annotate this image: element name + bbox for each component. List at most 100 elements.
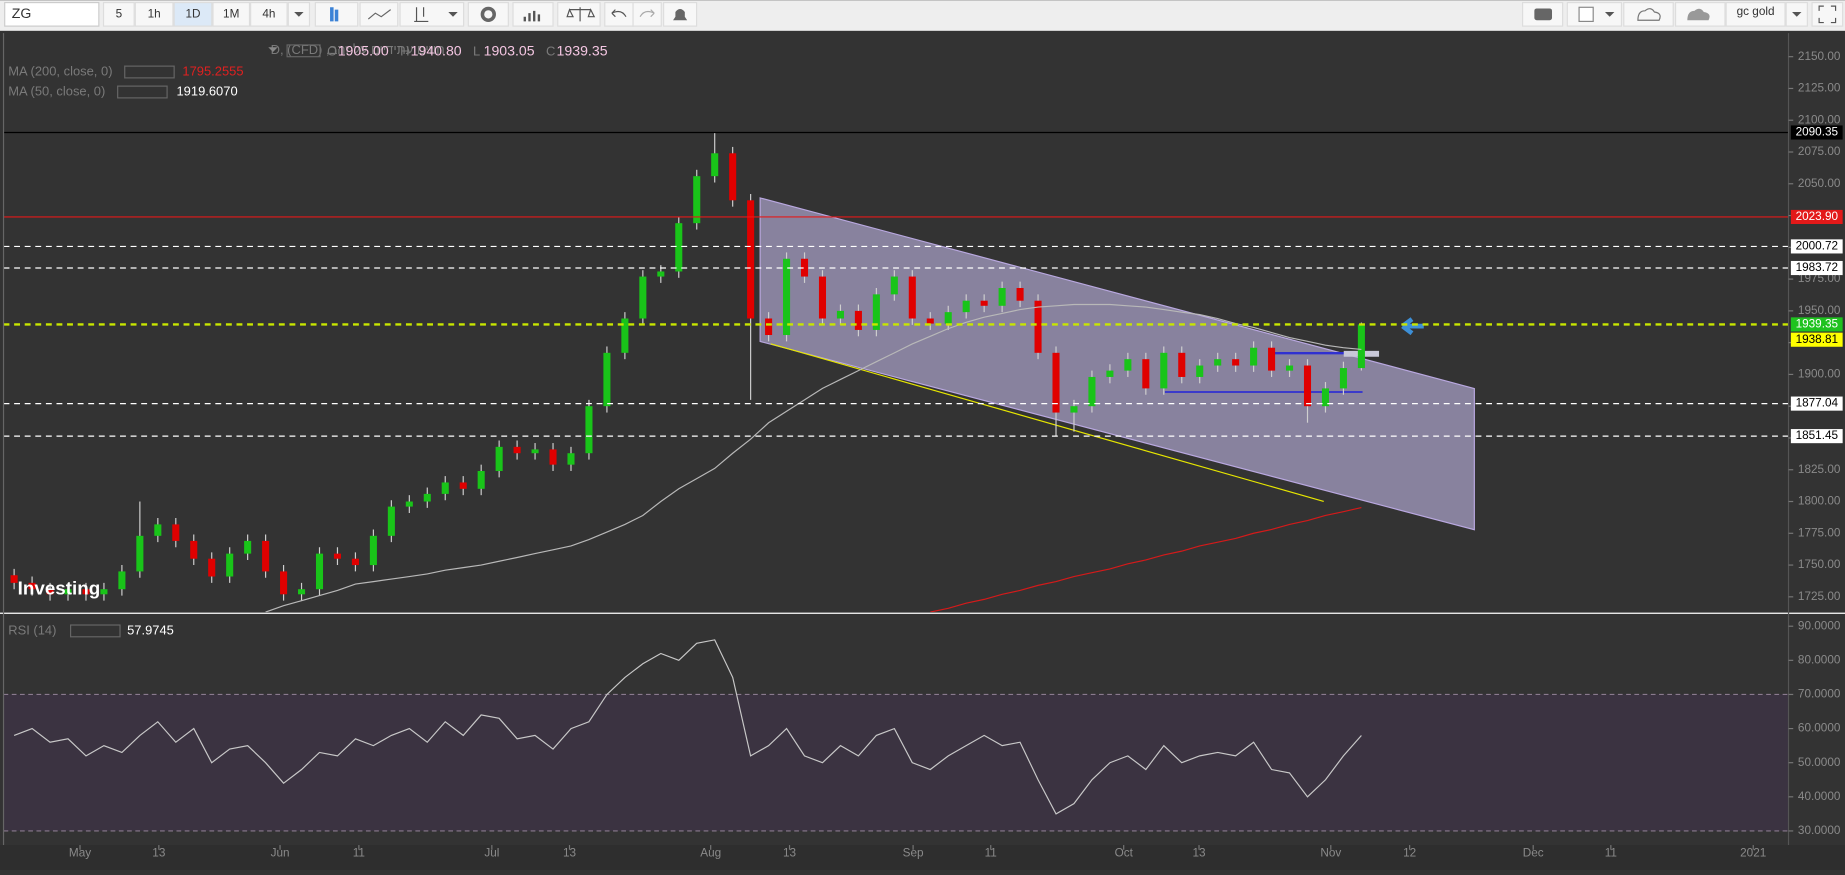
- y-tick-label: 80.0000: [1798, 653, 1841, 666]
- level-label: 1877.04: [1796, 397, 1839, 410]
- interval-button[interactable]: [134, 1, 174, 27]
- y-tick-label: 2100.00: [1798, 113, 1841, 126]
- line-icon: [367, 9, 392, 20]
- level-label-box: [1790, 317, 1843, 332]
- layout-button[interactable]: [1566, 1, 1623, 27]
- x-tick-label: 11: [1605, 846, 1617, 859]
- y-tick-label: 50.0000: [1798, 756, 1841, 769]
- settings-button[interactable]: [467, 1, 509, 27]
- candle-body: [136, 535, 144, 572]
- interval-button[interactable]: [250, 1, 288, 27]
- ohlc-value: 1905.00: [338, 43, 389, 59]
- candle-icon: [330, 7, 339, 22]
- candle-body: [244, 540, 252, 554]
- saved-layout[interactable]: [1725, 1, 1786, 27]
- fullscreen-button[interactable]: [1811, 1, 1844, 27]
- symbol-input[interactable]: [4, 1, 100, 27]
- interval-label: 4h: [262, 7, 275, 20]
- cloud-load-button[interactable]: [1623, 1, 1674, 27]
- x-tick-label: 13: [1192, 846, 1206, 859]
- undo-icon: [611, 9, 627, 18]
- candle-body: [926, 318, 934, 324]
- compare-button[interactable]: [557, 1, 601, 27]
- x-tick-label: 11: [985, 846, 997, 859]
- candle-body: [872, 294, 880, 330]
- redo-icon: [639, 9, 655, 18]
- x-tick-label: 11: [353, 846, 365, 859]
- cloud-icon: [1637, 8, 1661, 21]
- gear-icon: [480, 6, 496, 22]
- legend: חוזים עתידיים על זהב, D, (CFD) MA (200, …: [8, 42, 608, 638]
- level-label-box: [1790, 332, 1843, 347]
- level-label: 1851.45: [1796, 429, 1839, 442]
- candle-body: [423, 493, 431, 502]
- line-type-button[interactable]: [359, 1, 399, 27]
- level-label-box: [1790, 429, 1843, 444]
- candle-body: [441, 482, 449, 494]
- alert-icon: [673, 9, 688, 21]
- candle-body: [280, 571, 288, 595]
- candle-body: [315, 553, 324, 590]
- undo-button[interactable]: [604, 1, 634, 27]
- candle-body: [1052, 352, 1060, 413]
- caret: [1792, 11, 1802, 17]
- rsi-band: [3, 694, 1789, 831]
- candle-body: [369, 535, 377, 566]
- candle-body: [82, 589, 90, 595]
- candle-body: [1160, 352, 1168, 389]
- cloud-save-icon: [1687, 8, 1710, 21]
- candle-body: [980, 300, 988, 306]
- candle-body: [1070, 406, 1078, 413]
- redo-button[interactable]: [632, 1, 662, 27]
- candle-body: [64, 589, 72, 595]
- x-tick-label: Jul: [484, 846, 499, 859]
- instrument-name: חוזים עתידיים על זהב, D, (CFD): [271, 42, 445, 57]
- candle-body: [333, 553, 341, 559]
- candle-body: [800, 258, 809, 277]
- ma50-value: 1919.6070: [176, 83, 237, 98]
- compare-icon: [566, 7, 596, 22]
- caret: [294, 11, 304, 17]
- candle-body: [387, 506, 395, 536]
- candle-body: [298, 589, 306, 595]
- y-tick-label: 1750.00: [1798, 558, 1841, 571]
- layout-name: gc gold: [1737, 5, 1775, 18]
- candle-body: [1339, 368, 1347, 389]
- y-tick-label: 2050.00: [1798, 177, 1841, 190]
- x-tick-label: 13: [563, 846, 577, 859]
- x-tick-label: Dec: [1523, 846, 1544, 859]
- ohlc-value: 1903.05: [484, 43, 535, 59]
- candle-body: [1321, 388, 1329, 407]
- candle-body: [1178, 352, 1186, 377]
- caret: [448, 11, 458, 17]
- y-tick-label: 1900.00: [1798, 368, 1841, 381]
- interval-label: 1h: [148, 7, 161, 20]
- candle-body: [1286, 365, 1294, 371]
- interval-button[interactable]: [212, 1, 251, 27]
- ma200-line: [930, 507, 1362, 613]
- layout-icon: [1578, 6, 1594, 22]
- y-tick-label: 2075.00: [1798, 145, 1841, 158]
- candle-body: [1268, 347, 1276, 371]
- candle-body: [1124, 359, 1132, 371]
- y-tick-label: 1800.00: [1798, 495, 1841, 508]
- candle-body: [585, 406, 593, 454]
- candle-body: [495, 446, 503, 472]
- rsi-name: RSI (14): [8, 622, 56, 637]
- ma50-name: MA (50, close, 0): [8, 83, 105, 98]
- candle-body: [818, 276, 827, 319]
- level-label-box: [1790, 260, 1843, 276]
- studies-button[interactable]: [512, 1, 554, 27]
- candle-body: [908, 276, 916, 319]
- candle-body: [1196, 365, 1204, 377]
- x-tick-label: Jun: [271, 846, 290, 859]
- level-label: 2090.35: [1796, 126, 1839, 139]
- candle-body: [351, 558, 359, 566]
- interval-button[interactable]: [173, 1, 213, 27]
- x-tick-label: Oct: [1115, 846, 1134, 859]
- y-tick-label: 30.0000: [1798, 824, 1841, 837]
- candle-body: [1250, 347, 1258, 366]
- axes: 2150.002125.002100.002075.002050.002025.…: [0, 50, 1845, 870]
- interval-button[interactable]: [102, 1, 135, 27]
